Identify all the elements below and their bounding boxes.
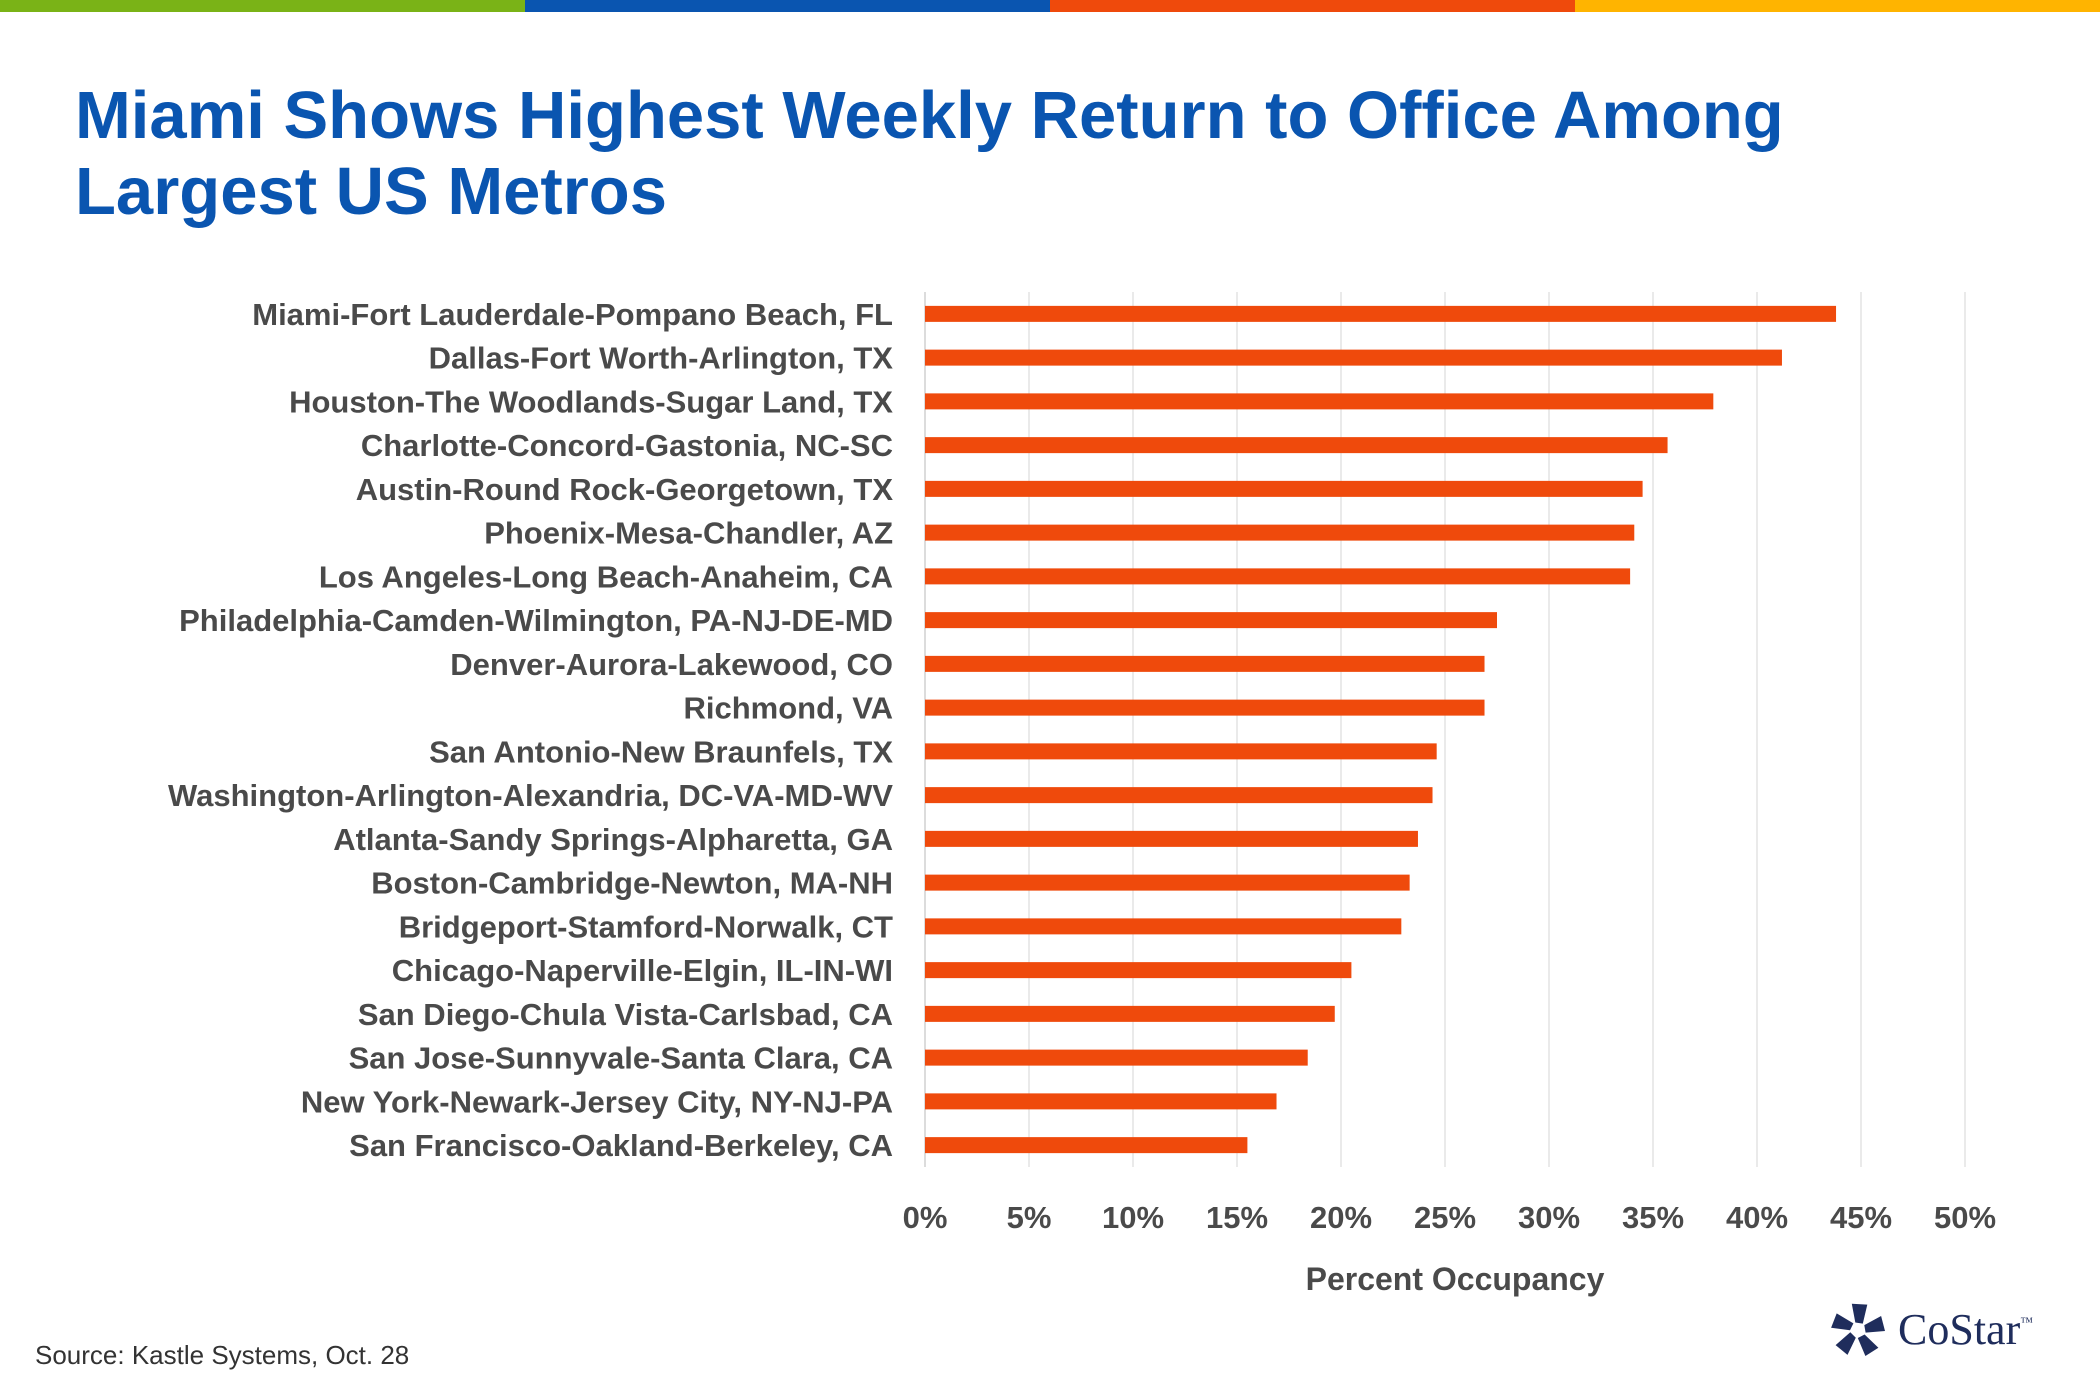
logo-text: CoStar™ (1898, 1304, 2033, 1355)
occupancy-bar-chart: Miami-Fort Lauderdale-Pompano Beach, FL D… (168, 292, 1996, 1297)
x-tick-label-20: 20% (1310, 1200, 1372, 1235)
x-tick-label-30: 30% (1518, 1200, 1580, 1235)
bar-10 (925, 743, 1437, 760)
category-label-0: Miami-Fort Lauderdale-Pompano Beach, FL (252, 297, 893, 332)
logo-star-petal (1864, 1316, 1885, 1333)
top-bar-orange (1050, 0, 1575, 12)
x-tick-label-0: 0% (903, 1200, 948, 1235)
category-label-14: Bridgeport-Stamford-Norwalk, CT (399, 909, 893, 944)
category-label-2: Houston-The Woodlands-Sugar Land, TX (289, 384, 893, 419)
bar-8 (925, 655, 1485, 672)
chart-title: Miami Shows Highest Weekly Return to Off… (75, 78, 1784, 229)
bar-2 (925, 393, 1714, 410)
bar-9 (925, 699, 1485, 716)
logo-star-petal (1835, 1332, 1856, 1355)
costar-logo: CoStar™ (1828, 1300, 2058, 1360)
x-tick-label-15: 15% (1206, 1200, 1268, 1235)
category-label-4: Austin-Round Rock-Georgetown, TX (356, 472, 894, 507)
bar-11 (925, 787, 1433, 804)
category-label-10: San Antonio-New Braunfels, TX (429, 734, 893, 769)
category-label-16: San Diego-Chula Vista-Carlsbad, CA (358, 997, 893, 1032)
bar-5 (925, 524, 1635, 541)
bar-17 (925, 1049, 1308, 1066)
x-tick-label-50: 50% (1934, 1200, 1996, 1235)
bar-15 (925, 962, 1352, 979)
logo-star-petal (1857, 1334, 1879, 1356)
x-tick-label-40: 40% (1726, 1200, 1788, 1235)
bar-7 (925, 612, 1497, 629)
logo-trademark: ™ (2020, 1314, 2033, 1329)
category-label-18: New York-Newark-Jersey City, NY-NJ-PA (301, 1084, 893, 1119)
category-label-12: Atlanta-Sandy Springs-Alpharetta, GA (333, 822, 893, 857)
bar-4 (925, 480, 1643, 497)
category-label-3: Charlotte-Concord-Gastonia, NC-SC (361, 428, 893, 463)
category-label-9: Richmond, VA (683, 691, 893, 726)
x-tick-label-10: 10% (1102, 1200, 1164, 1235)
bar-1 (925, 349, 1782, 366)
top-color-bar (0, 0, 2100, 12)
bar-12 (925, 830, 1418, 847)
bar-6 (925, 568, 1631, 585)
bar-16 (925, 1005, 1335, 1022)
bar-0 (925, 305, 1837, 322)
category-label-7: Philadelphia-Camden-Wilmington, PA-NJ-DE… (179, 603, 893, 638)
x-axis-label: Percent Occupancy (1306, 1261, 1605, 1297)
logo-star-petal (1831, 1313, 1854, 1331)
x-tick-label-25: 25% (1414, 1200, 1476, 1235)
x-tick-label-5: 5% (1007, 1200, 1052, 1235)
top-bar-green (0, 0, 525, 12)
x-tick-label-45: 45% (1830, 1200, 1892, 1235)
category-label-11: Washington-Arlington-Alexandria, DC-VA-M… (168, 778, 893, 813)
category-label-13: Boston-Cambridge-Newton, MA-NH (371, 866, 893, 901)
category-label-6: Los Angeles-Long Beach-Anaheim, CA (319, 559, 893, 594)
top-bar-blue (525, 0, 1050, 12)
bar-3 (925, 437, 1668, 454)
category-label-1: Dallas-Fort Worth-Arlington, TX (429, 341, 894, 376)
category-label-15: Chicago-Naperville-Elgin, IL-IN-WI (392, 953, 893, 988)
category-label-5: Phoenix-Mesa-Chandler, AZ (484, 516, 893, 551)
category-label-19: San Francisco-Oakland-Berkeley, CA (349, 1128, 893, 1163)
source-note: Source: Kastle Systems, Oct. 28 (35, 1340, 410, 1370)
costar-star-icon (1831, 1303, 1885, 1356)
x-tick-label-35: 35% (1622, 1200, 1684, 1235)
bar-19 (925, 1137, 1248, 1154)
category-label-8: Denver-Aurora-Lakewood, CO (450, 647, 893, 682)
top-bar-yellow (1575, 0, 2100, 12)
category-label-17: San Jose-Sunnyvale-Santa Clara, CA (349, 1041, 893, 1076)
bar-13 (925, 874, 1410, 891)
bar-14 (925, 918, 1402, 935)
bar-18 (925, 1093, 1277, 1110)
logo-wordmark: CoStar (1898, 1305, 2021, 1354)
logo-star-petal (1851, 1303, 1868, 1324)
